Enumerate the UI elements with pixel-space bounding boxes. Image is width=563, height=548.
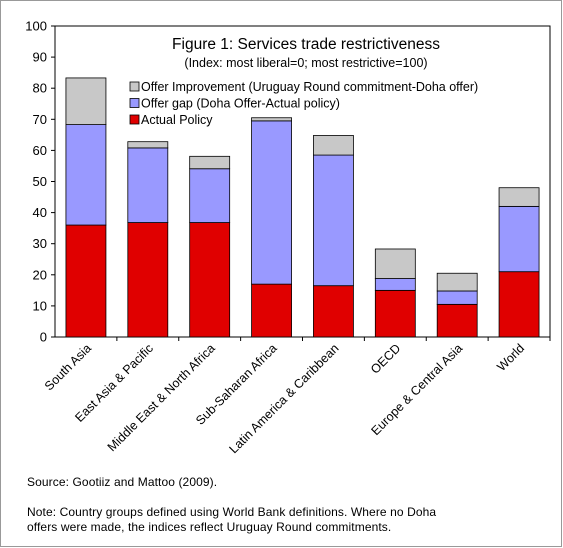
bar-segment xyxy=(127,222,169,338)
bar-segment xyxy=(436,290,478,305)
y-tick-label: 20 xyxy=(33,267,47,282)
bar-segment xyxy=(436,272,478,292)
bar-segment xyxy=(313,135,354,156)
bar-segment xyxy=(374,248,416,279)
x-tick-label: OECD xyxy=(368,341,403,376)
bar-segment xyxy=(498,205,540,273)
y-tick-label: 70 xyxy=(33,112,47,127)
bar-segment xyxy=(189,168,231,223)
bar-segment xyxy=(498,271,540,338)
chart-title: Figure 1: Services trade restrictiveness xyxy=(172,36,440,53)
y-tick-label: 0 xyxy=(40,330,47,345)
legend-swatch xyxy=(129,98,140,108)
bar-segment xyxy=(374,278,416,291)
y-tick-label: 10 xyxy=(33,298,47,313)
legend-label: Offer Improvement (Uruguay Round commitm… xyxy=(141,80,478,94)
note-line-1: Note: Country groups defined using World… xyxy=(27,505,437,519)
bar-segment xyxy=(127,141,169,149)
bar-segment xyxy=(65,124,107,226)
y-tick-label: 30 xyxy=(33,236,47,251)
bar-segment xyxy=(313,285,354,338)
bar-segment xyxy=(436,303,478,338)
legend-swatch xyxy=(129,81,140,92)
y-tick-label: 100 xyxy=(25,19,47,34)
x-tick-label: Middle East & North Africa xyxy=(105,341,218,454)
y-tick-label: 90 xyxy=(33,50,47,65)
x-tick-label: South Asia xyxy=(42,341,94,393)
bar-segment xyxy=(127,147,169,223)
y-tick-label: 40 xyxy=(33,205,47,220)
legend-label: Offer gap (Doha Offer-Actual policy) xyxy=(141,97,340,111)
bar-segment xyxy=(313,154,354,287)
x-tick-label: Latin America & Caribbean xyxy=(227,341,342,456)
x-tick-label: World xyxy=(494,341,527,374)
legend-swatch xyxy=(129,114,140,125)
chart-subtitle: (Index: most liberal=0; most restrictive… xyxy=(184,56,427,70)
bar-segment xyxy=(251,117,292,122)
bar-segment xyxy=(189,155,231,170)
y-tick-label: 80 xyxy=(33,81,47,96)
bar-segment xyxy=(251,283,292,338)
legend-label: Actual Policy xyxy=(141,113,213,127)
source-note: Source: Gootiiz and Mattoo (2009). xyxy=(27,475,218,489)
y-tick-label: 50 xyxy=(33,174,47,189)
bar-segment xyxy=(498,187,540,207)
y-axis: 0 10 20 30 40 50 60 70 80 90 100 xyxy=(25,19,55,345)
bars-group xyxy=(65,77,540,338)
bar-segment xyxy=(251,120,292,285)
y-tick-label: 60 xyxy=(33,143,47,158)
bar-segment xyxy=(65,77,107,125)
note-line-2: offers were made, the indices reflect Ur… xyxy=(27,520,392,534)
legend: Offer Improvement (Uruguay Round commitm… xyxy=(129,80,478,127)
bar-segment xyxy=(374,289,416,338)
bar-segment xyxy=(189,222,231,338)
bar-segment xyxy=(65,224,107,338)
